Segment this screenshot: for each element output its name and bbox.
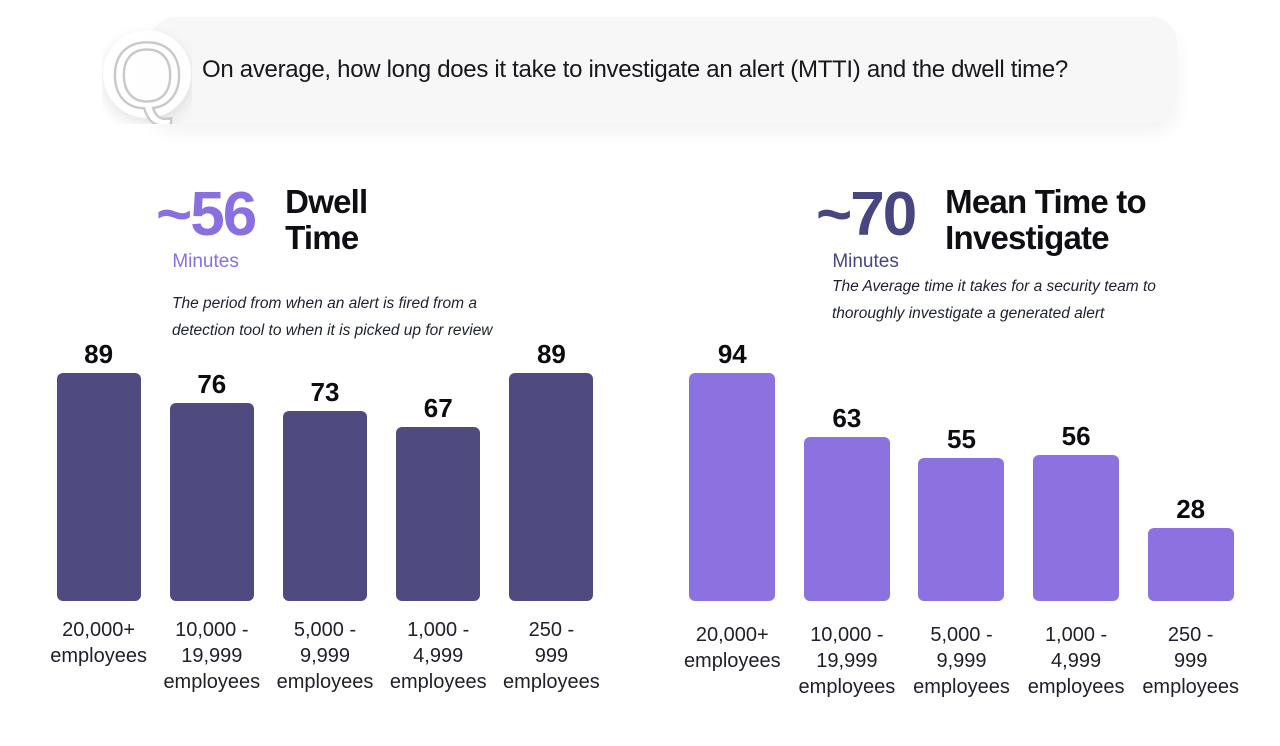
bar-category-label: 1,000 - 4,999 employees bbox=[1027, 624, 1125, 698]
mtti-bar-chart: 94 63 55 56 28 bbox=[675, 341, 1248, 601]
bar-column: 89 bbox=[42, 341, 155, 601]
bar-column: 55 bbox=[904, 341, 1019, 601]
question-q-icon: Q bbox=[102, 22, 192, 129]
dwell-time-category-labels: 20,000+ employees 10,000 - 19,999 employe… bbox=[42, 617, 608, 695]
dwell-time-bar-chart: 89 76 73 67 89 bbox=[42, 341, 608, 601]
bar bbox=[918, 458, 1005, 601]
bar bbox=[803, 437, 890, 601]
bar-column: 73 bbox=[268, 341, 381, 601]
question-text: On average, how long does it take to inv… bbox=[202, 56, 1068, 83]
bar-column: 63 bbox=[790, 341, 905, 601]
bar-category-label: 250 - 999 employees bbox=[1142, 624, 1240, 698]
bar-value-label: 56 bbox=[1061, 421, 1091, 451]
bar-column: 67 bbox=[382, 341, 495, 601]
bar-category-label: 20,000+ employees bbox=[50, 619, 147, 667]
bar-value-label: 28 bbox=[1176, 494, 1206, 524]
bar-category-label: 5,000 - 9,999 employees bbox=[276, 619, 374, 693]
bar-column: 76 bbox=[155, 341, 268, 601]
bar-column: 28 bbox=[1133, 341, 1248, 601]
dwell-time-description: The period from when an alert is fired f… bbox=[172, 295, 493, 339]
bar-value-label: 89 bbox=[536, 339, 566, 369]
bar bbox=[169, 403, 254, 601]
bar bbox=[283, 411, 367, 601]
bar-category-label: 10,000 - 19,999 employees bbox=[163, 619, 261, 693]
mtti-category-labels: 20,000+ employees 10,000 - 19,999 employe… bbox=[675, 622, 1248, 700]
mtti-panel: ~70 Minutes Mean Time to Investigate The… bbox=[675, 160, 1248, 720]
dwell-time-stat-block: ~56 Minutes bbox=[156, 180, 257, 273]
bar bbox=[56, 373, 141, 601]
bar-column: 56 bbox=[1019, 341, 1134, 601]
mtti-stat-block: ~70 Minutes bbox=[816, 180, 917, 273]
question-bubble: On average, how long does it take to inv… bbox=[150, 17, 1177, 123]
dwell-time-panel: ~56 Minutes Dwell Time The period from w… bbox=[42, 160, 608, 720]
bar-value-label: 63 bbox=[832, 403, 862, 433]
mtti-header: ~70 Minutes Mean Time to Investigate bbox=[816, 180, 1147, 273]
svg-text:Q: Q bbox=[110, 24, 183, 124]
bar-value-label: 73 bbox=[310, 377, 340, 407]
bar-value-label: 94 bbox=[717, 339, 747, 369]
bar bbox=[396, 427, 481, 601]
bar-category-label: 250 - 999 employees bbox=[503, 619, 600, 693]
mtti-stat-unit: Minutes bbox=[832, 251, 899, 272]
mtti-title: Mean Time to Investigate bbox=[945, 183, 1146, 257]
bar-value-label: 76 bbox=[197, 369, 227, 399]
bar-value-label: 89 bbox=[84, 339, 114, 369]
bar bbox=[689, 373, 776, 601]
dwell-time-title: Dwell Time bbox=[285, 183, 368, 257]
bar bbox=[509, 373, 594, 601]
dwell-time-stat-value: ~56 bbox=[156, 180, 257, 249]
mtti-stat-value: ~70 bbox=[816, 180, 917, 249]
bar-category-label: 1,000 - 4,999 employees bbox=[389, 619, 487, 693]
bar-category-label: 20,000+ employees bbox=[683, 624, 781, 672]
bar-value-label: 67 bbox=[423, 393, 453, 423]
bar-category-label: 5,000 - 9,999 employees bbox=[913, 624, 1010, 698]
bar-value-label: 55 bbox=[947, 424, 976, 454]
dwell-time-stat-unit: Minutes bbox=[172, 251, 239, 272]
bar-category-label: 10,000 - 19,999 employees bbox=[798, 624, 896, 698]
bar-column: 89 bbox=[495, 341, 608, 601]
bar-column: 94 bbox=[675, 341, 790, 601]
bar bbox=[1033, 455, 1120, 601]
bar bbox=[1147, 528, 1234, 601]
mtti-description: The Average time it takes for a security… bbox=[832, 278, 1156, 322]
dwell-time-header: ~56 Minutes Dwell Time bbox=[156, 180, 368, 273]
